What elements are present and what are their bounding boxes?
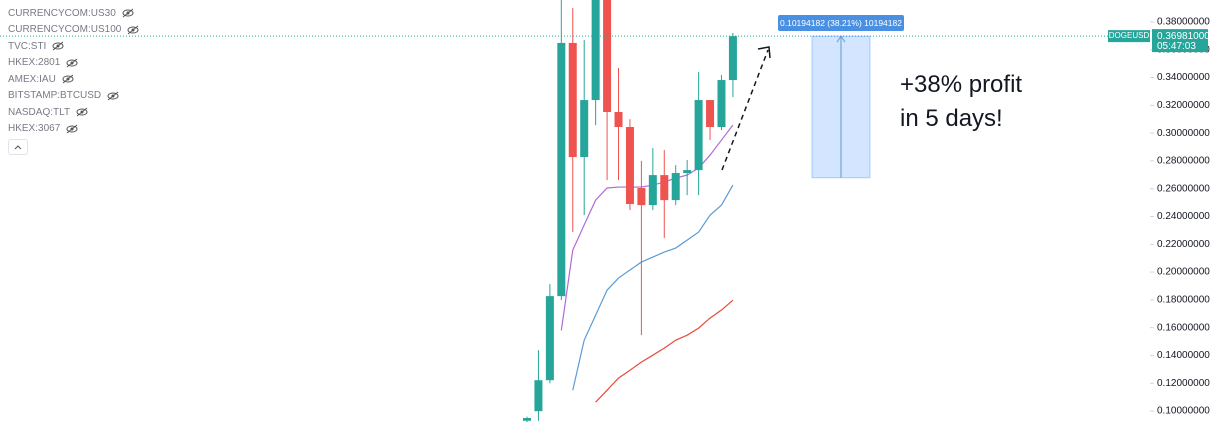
- y-tick-label: 0.34000000: [1157, 72, 1210, 83]
- candle-body: [603, 0, 612, 113]
- symbol-name: TVC:STI: [8, 40, 47, 52]
- price-tag: [1152, 29, 1208, 53]
- candle-body: [568, 42, 577, 158]
- candle-body: [625, 127, 634, 204]
- candle-body: [706, 100, 715, 128]
- legend-item: CURRENCYCOM:US30: [8, 5, 139, 22]
- eye-icon[interactable]: [66, 58, 78, 68]
- candle-body: [671, 173, 680, 201]
- symbol-name: CURRENCYCOM:US100: [8, 24, 122, 36]
- legend-item: AMEX:IAU: [8, 71, 139, 88]
- eye-icon[interactable]: [52, 41, 64, 51]
- measure-arrow-head: [836, 35, 846, 43]
- legend-item: NASDAQ:TLT: [8, 104, 139, 121]
- symbol-name: HKEX:2801: [8, 57, 61, 69]
- moving-average: [595, 299, 734, 403]
- eye-icon[interactable]: [122, 8, 134, 18]
- symbol-name: AMEX:IAU: [8, 73, 56, 85]
- trend-arrow-head: [757, 46, 771, 59]
- candle-body: [534, 380, 543, 412]
- y-tick-label: 0.32000000: [1157, 100, 1210, 111]
- candle-body: [728, 36, 737, 81]
- candle-body: [660, 175, 669, 201]
- legend-item: HKEX:3067: [8, 121, 139, 138]
- y-tick-label: 0.14000000: [1157, 350, 1210, 361]
- y-tick-label: 0.28000000: [1157, 156, 1210, 167]
- y-tick-label: 0.10000000: [1157, 406, 1210, 417]
- y-tick-label: 0.18000000: [1157, 295, 1210, 306]
- symbol-legend: CURRENCYCOM:US30 CURRENCYCOM:US100 TVC:STI…: [8, 5, 139, 155]
- candle-body: [717, 80, 726, 128]
- measure-label-box: [778, 15, 904, 31]
- candle-body: [591, 0, 600, 101]
- candle-body: [523, 417, 531, 421]
- candle-body: [637, 188, 646, 206]
- eye-icon[interactable]: [62, 74, 74, 84]
- annotation-line: in 5 days!: [900, 105, 1003, 132]
- countdown: 05:47:03: [1157, 41, 1196, 52]
- candle-body: [580, 100, 589, 158]
- price-tag-text: 0.36981000: [1157, 31, 1210, 42]
- candle-body: [683, 170, 692, 174]
- candle-body: [694, 100, 703, 171]
- y-tick-label: 0.16000000: [1157, 322, 1210, 333]
- collapse-button[interactable]: [8, 139, 28, 155]
- candle-body: [557, 42, 566, 297]
- y-tick-label: 0.22000000: [1157, 239, 1210, 250]
- y-tick-label: 0.12000000: [1157, 378, 1210, 389]
- y-tick-label: 0.20000000: [1157, 267, 1210, 278]
- candle-body: [545, 296, 554, 381]
- candle-body: [648, 175, 657, 206]
- y-tick-label: 0.26000000: [1157, 183, 1210, 194]
- symbol-name: HKEX:3067: [8, 123, 61, 135]
- symbol-tag-text: DOGEUSD: [1109, 31, 1150, 40]
- legend-item: BITSTAMP:BTCUSD: [8, 88, 139, 105]
- legend-item: CURRENCYCOM:US100: [8, 22, 139, 39]
- y-tick-label: 0.24000000: [1157, 211, 1210, 222]
- chevron: [14, 144, 22, 149]
- eye-icon[interactable]: [66, 124, 78, 134]
- legend-item: TVC:STI: [8, 38, 139, 55]
- symbol-name: BITSTAMP:BTCUSD: [8, 90, 102, 102]
- symbol-name: NASDAQ:TLT: [8, 106, 71, 118]
- symbol-tag: [1108, 30, 1150, 43]
- eye-icon[interactable]: [76, 107, 88, 117]
- measure-label: 0.10194182 (38.21%) 10194182: [780, 18, 902, 28]
- legend-item: HKEX:2801: [8, 55, 139, 72]
- symbol-name: CURRENCYCOM:US30: [8, 7, 116, 19]
- candle-body: [614, 112, 623, 128]
- eye-icon[interactable]: [127, 25, 139, 35]
- trend-arrow: [721, 49, 769, 171]
- moving-average: [560, 124, 734, 331]
- annotation-line: +38% profit: [900, 71, 1022, 98]
- y-tick-label: 0.30000000: [1157, 128, 1210, 139]
- moving-average: [572, 184, 734, 391]
- y-tick-label: 0.38000000: [1157, 17, 1210, 28]
- eye-icon[interactable]: [107, 91, 119, 101]
